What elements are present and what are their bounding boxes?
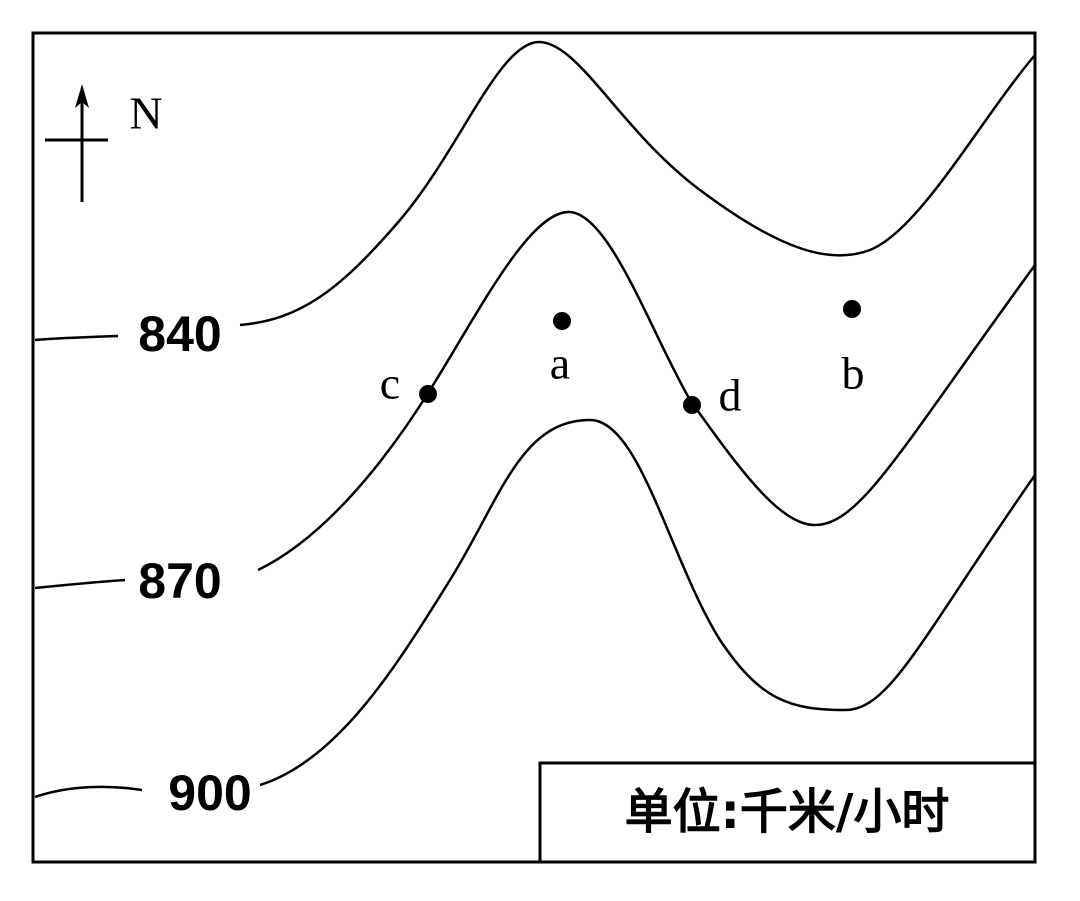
isoline — [34, 785, 143, 799]
point-label: a — [550, 338, 570, 389]
point — [419, 385, 437, 403]
isoline-label: 900 — [168, 765, 251, 821]
point — [553, 312, 571, 330]
north-label: N — [129, 88, 162, 139]
point — [843, 300, 861, 318]
north-arrow-head — [75, 84, 89, 108]
point-label: b — [842, 348, 865, 399]
unit-label: 单位:千米/小时 — [625, 784, 950, 840]
isoline — [259, 418, 1037, 787]
isoline — [34, 334, 119, 342]
point — [683, 396, 701, 414]
point-label: d — [719, 370, 742, 421]
isoline-label: 840 — [138, 306, 221, 362]
isoline — [239, 40, 1036, 327]
isoline — [257, 210, 1037, 572]
isoline — [34, 578, 126, 590]
isoline-label: 870 — [138, 553, 221, 609]
point-label: c — [380, 358, 400, 409]
unit-box — [538, 761, 1037, 864]
frame — [31, 31, 1037, 864]
